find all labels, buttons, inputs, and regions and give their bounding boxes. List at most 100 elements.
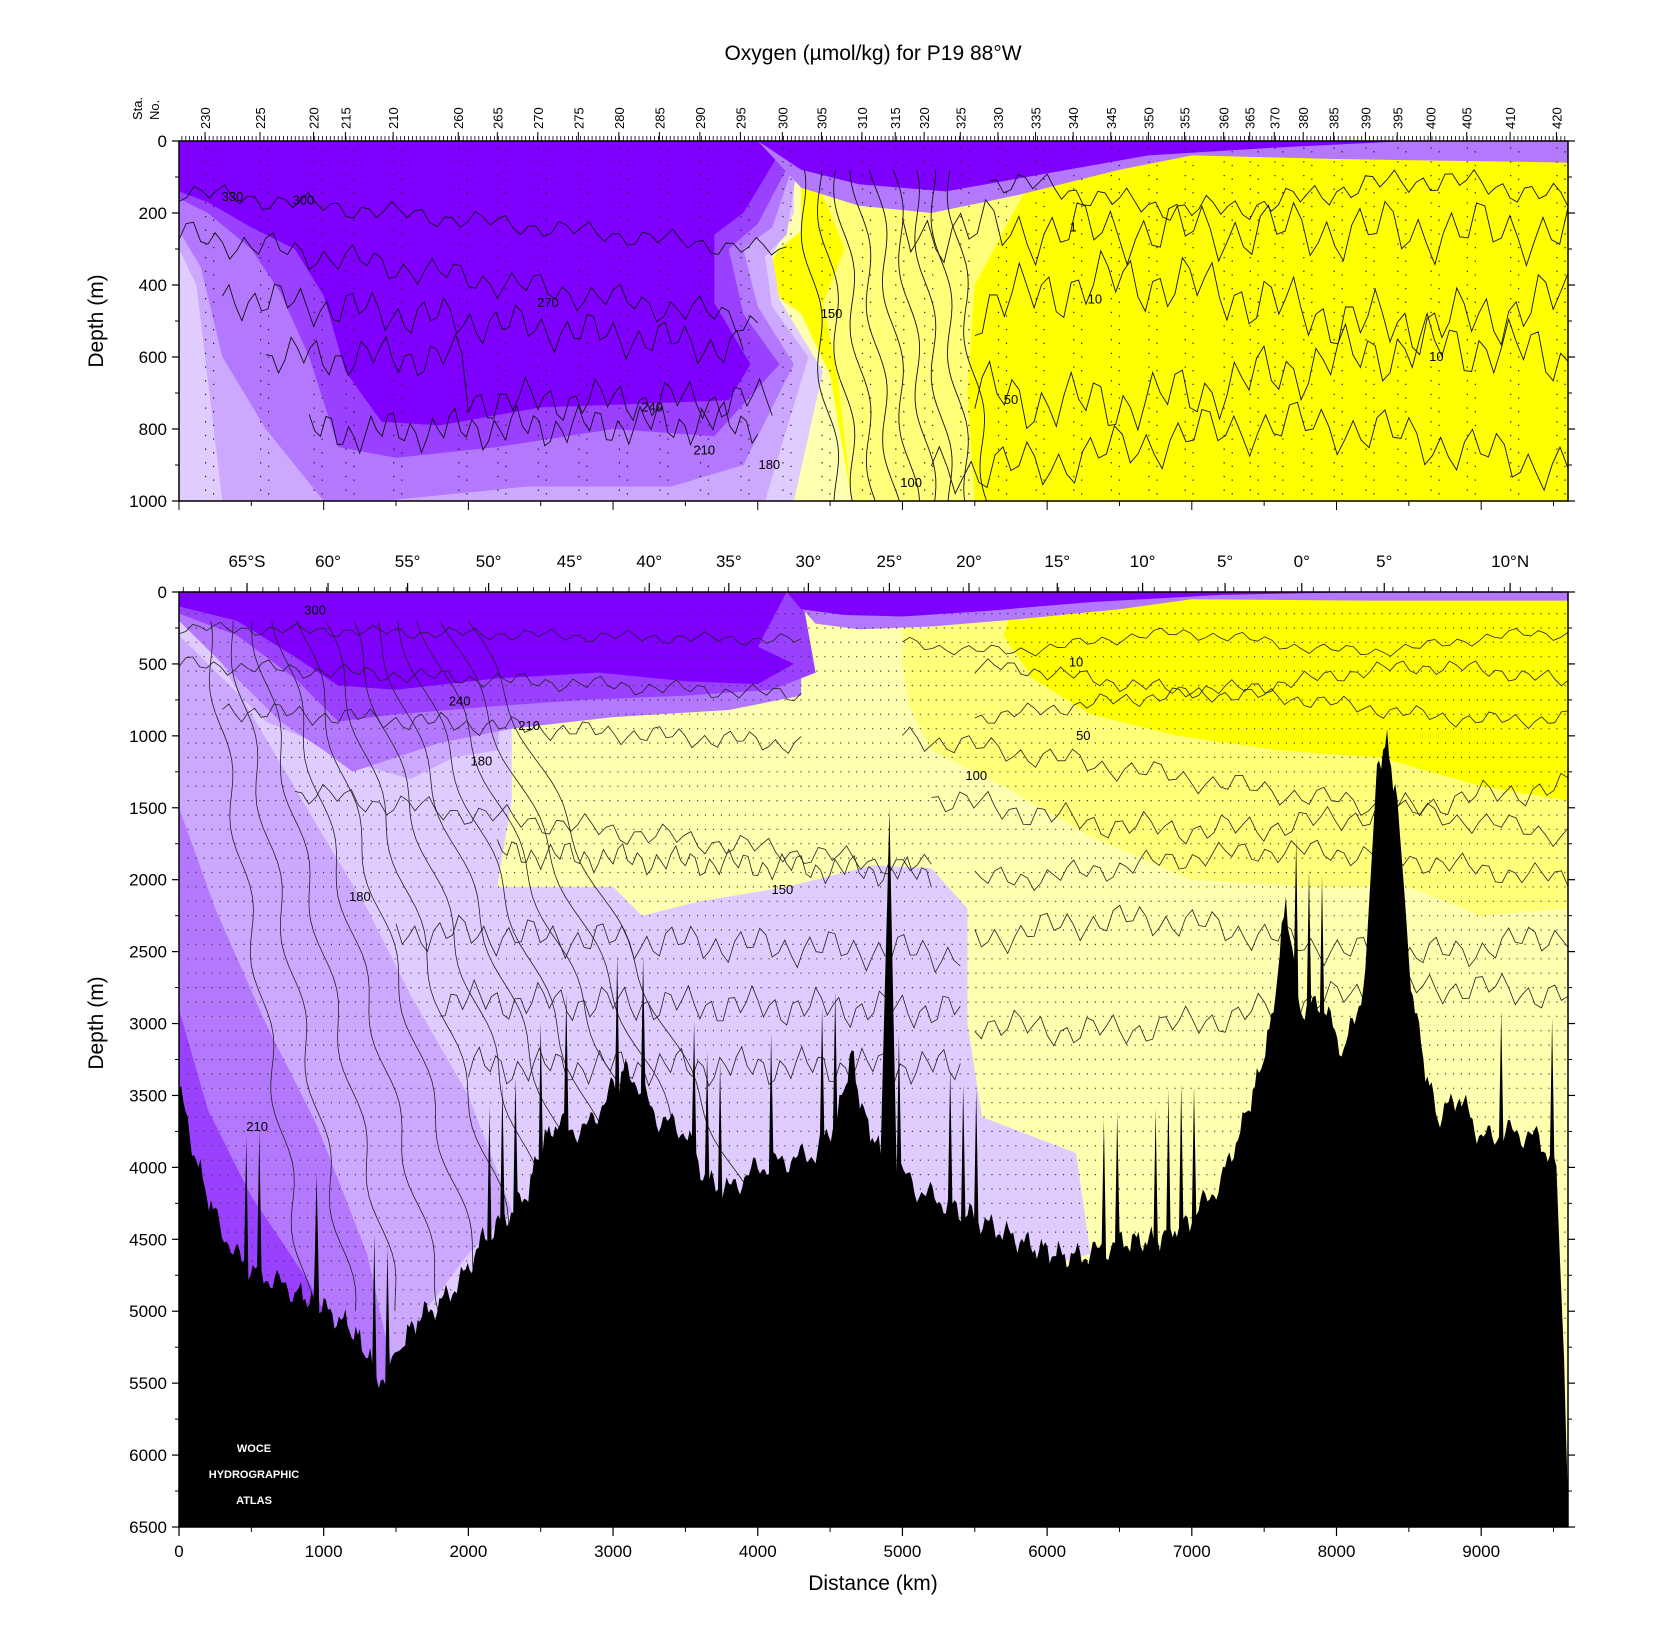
bottom-contour-line xyxy=(931,772,1568,845)
bottom-y-tick-label: 5500 xyxy=(129,1374,167,1393)
bottom-contour-line xyxy=(230,620,357,1312)
station-label: 295 xyxy=(733,107,748,129)
station-label: 220 xyxy=(307,107,322,129)
station-label: 420 xyxy=(1549,107,1564,129)
bottom-y-tick-label: 4000 xyxy=(129,1158,167,1177)
contour-label: 10 xyxy=(1429,349,1443,364)
top-y-axis-label: Depth (m) xyxy=(85,274,108,367)
bottom-contour-line xyxy=(902,627,1568,657)
top-contour-line xyxy=(901,198,1568,267)
station-label: 260 xyxy=(451,107,466,129)
top-band-50-100 xyxy=(801,141,1033,501)
station-label: 395 xyxy=(1390,107,1405,129)
top-contour-line xyxy=(265,333,773,422)
station-label: 225 xyxy=(253,107,268,129)
latitude-label: 0° xyxy=(1294,552,1310,571)
bottom-contour-line xyxy=(251,620,397,1312)
contour-label: 50 xyxy=(1004,392,1018,407)
station-label: 410 xyxy=(1503,107,1518,129)
contour-label: 240 xyxy=(449,693,471,708)
station-axis-label-sta: Sta. xyxy=(130,97,145,120)
bottom-contour-line xyxy=(974,904,1568,974)
top-contour-line xyxy=(817,169,856,501)
top-band-surface-purple2 xyxy=(757,141,1409,192)
bottom-y-tick-label: 6500 xyxy=(129,1518,167,1537)
woce-watermark: WOCE HYDROGRAPHIC ATLAS xyxy=(209,1443,300,1507)
station-label: 275 xyxy=(571,107,586,129)
station-label: 330 xyxy=(991,107,1006,129)
station-label: 345 xyxy=(1104,107,1119,129)
contour-label: 210 xyxy=(518,718,540,733)
bottom-contour-labels: 300 240 210 180 180 210 150 100 50 10 xyxy=(246,603,1090,1134)
bottom-band-lt50 xyxy=(1003,592,1568,801)
latitude-label: 35° xyxy=(716,552,742,571)
top-y-tick-label: 800 xyxy=(139,420,167,439)
bottom-x-tick-label: 4000 xyxy=(739,1542,777,1561)
latitude-label: 20° xyxy=(956,552,982,571)
latitude-label: 5° xyxy=(1217,552,1233,571)
latitude-label: 10°N xyxy=(1491,552,1529,571)
bottom-contour-lines xyxy=(179,620,1568,1312)
top-contour-line xyxy=(989,168,1568,221)
bottom-contour-line xyxy=(974,658,1568,699)
top-station-axis: 230 225 220 215 210 260 265 270 275 280 285 290 295 3… xyxy=(181,107,1566,141)
station-label: 215 xyxy=(338,107,353,129)
bottom-y-tick-label: 6000 xyxy=(129,1446,167,1465)
station-label: 405 xyxy=(1460,107,1475,129)
contour-label: 150 xyxy=(771,882,793,897)
bottom-y-tick-label: 2000 xyxy=(129,871,167,890)
bathymetry-seafloor xyxy=(179,729,1568,1527)
bottom-y-axis-label: Depth (m) xyxy=(85,976,108,1069)
bottom-y-tick-label: 500 xyxy=(139,655,167,674)
station-label: 320 xyxy=(917,107,932,129)
top-contour-line xyxy=(914,169,953,501)
station-label: 365 xyxy=(1243,107,1258,129)
station-label: 335 xyxy=(1029,107,1044,129)
contour-label: 50 xyxy=(1076,728,1090,743)
latitude-label: 25° xyxy=(877,552,903,571)
latitude-label: 60° xyxy=(315,552,341,571)
watermark-text: WOCE xyxy=(237,1443,271,1455)
bottom-x-tick-label: 2000 xyxy=(449,1542,487,1561)
watermark-text: HYDROGRAPHIC xyxy=(209,1469,300,1481)
top-contour-line xyxy=(222,283,744,365)
latitude-label: 40° xyxy=(636,552,662,571)
bottom-x-tick-label: 1000 xyxy=(305,1542,343,1561)
top-contour-line xyxy=(930,401,1568,495)
contour-label: 180 xyxy=(349,889,371,904)
contour-label: 270 xyxy=(537,295,559,310)
bottom-y-tick-label: 3500 xyxy=(129,1086,167,1105)
latitude-minor-ticks xyxy=(182,587,1553,592)
bottom-contour-line xyxy=(208,620,316,1312)
station-label: 285 xyxy=(652,107,667,129)
top-y-tick-label: 1000 xyxy=(129,492,167,511)
station-label: 325 xyxy=(953,107,968,129)
bottom-y-tick-label: 2500 xyxy=(129,943,167,962)
station-label: 385 xyxy=(1327,107,1342,129)
contour-label: 10 xyxy=(1088,291,1102,306)
station-label: 210 xyxy=(386,107,401,129)
latitude-label: 55° xyxy=(395,552,421,571)
station-label: 400 xyxy=(1424,107,1439,129)
top-y-tick-label: 200 xyxy=(139,204,167,223)
bottom-y-axis: 0 500 1000 1500 2000 2500 3000 3500 4000 4500 5000… xyxy=(129,583,1575,1537)
station-label: 355 xyxy=(1178,107,1193,129)
bottom-contour-line xyxy=(222,703,802,755)
chart-title: Oxygen (µmol/kg) for P19 88°W xyxy=(724,42,1021,65)
bottom-x-axis: 0 1000 2000 3000 4000 5000 6000 7000 8000 9000 xyxy=(174,1527,1555,1561)
top-band-gt270 xyxy=(179,141,787,426)
station-label: 390 xyxy=(1358,107,1373,129)
contour-label: 330 xyxy=(222,189,244,204)
latitude-label: 50° xyxy=(476,552,502,571)
top-contour-line xyxy=(849,169,900,501)
contour-label: 300 xyxy=(293,192,315,207)
contour-label: 1 xyxy=(1070,219,1077,234)
top-contour-line xyxy=(892,169,937,501)
top-contour-line xyxy=(179,184,787,256)
station-label: 230 xyxy=(198,107,213,129)
bottom-y-tick-label: 5000 xyxy=(129,1302,167,1321)
top-contour-labels: 330 300 270 240 210 180 150 100 50 10 10 1 xyxy=(222,189,1444,490)
top-contour-line xyxy=(308,400,759,455)
top-contour-line xyxy=(179,221,759,332)
